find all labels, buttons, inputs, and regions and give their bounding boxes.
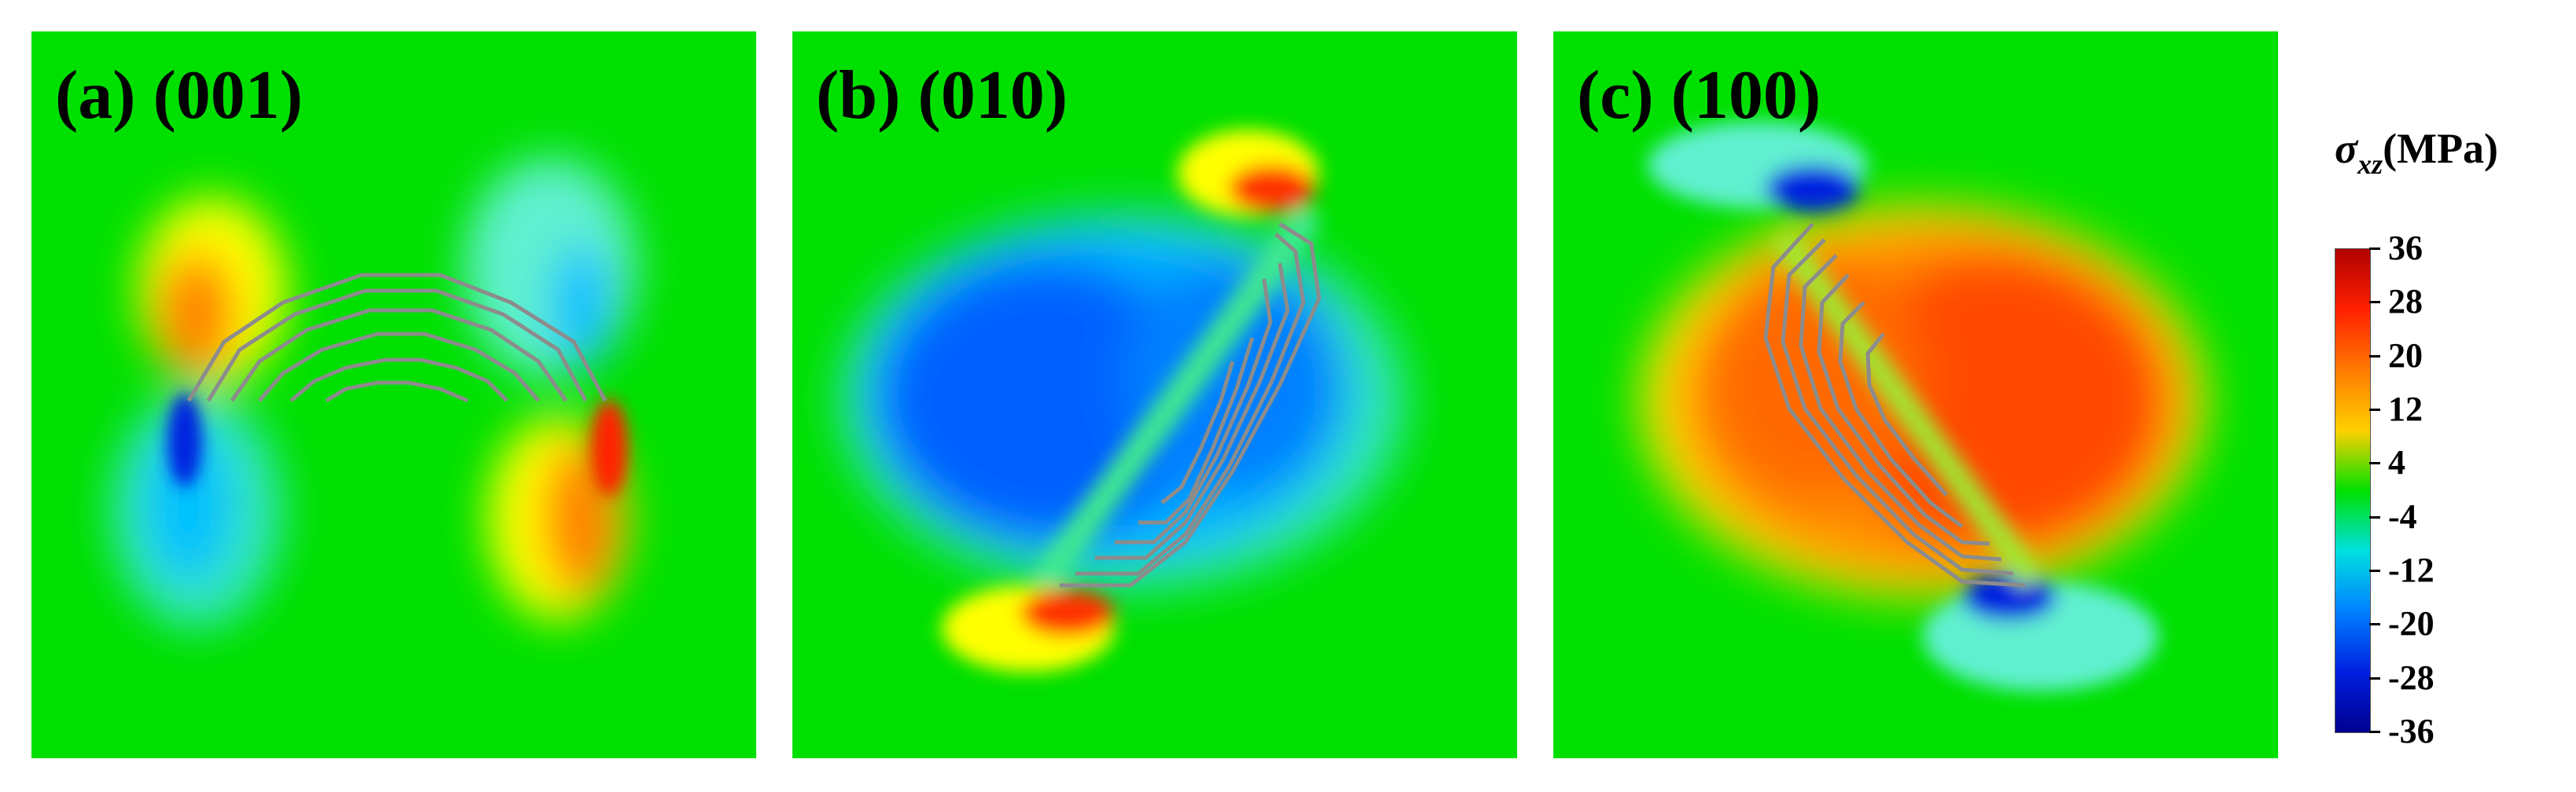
panel-label-a: (a) (001) [55, 57, 303, 134]
heatmap-b [792, 31, 1517, 758]
colorbar-tick-mark [2369, 248, 2380, 250]
colorbar-tick-label: -4 [2388, 497, 2417, 536]
colorbar-tick-mark [2369, 676, 2380, 680]
colorbar-tick-mark [2369, 409, 2380, 411]
colorbar-tick-label: -36 [2388, 712, 2435, 750]
colorbar-tick-label: 28 [2388, 282, 2423, 321]
colorbar-unit: (MPa) [2383, 125, 2499, 172]
colorbar-tick-label: -28 [2388, 658, 2435, 697]
loop-contours [1060, 222, 1321, 588]
loop-contours [1763, 222, 2026, 588]
lobe-main-positive [1836, 251, 2166, 550]
colorbar-tick-mark [2369, 354, 2380, 358]
heatmap-a [31, 31, 756, 758]
colorbar-subscript: xz [2357, 148, 2383, 180]
colorbar-tick-label: -20 [2388, 604, 2435, 644]
panel-a: (a) (001) [31, 31, 756, 758]
panel-label-b: (b) (010) [816, 57, 1068, 134]
panel-label-c: (c) (100) [1577, 57, 1821, 134]
colorbar: σxz(MPa) 36 28 20 12 4 -4 -12 -20 -28 -36 [2327, 118, 2570, 750]
colorbar-symbol: σ [2335, 125, 2358, 172]
colorbar-title: σxz(MPa) [2335, 127, 2498, 178]
colorbar-tick-mark [2369, 731, 2380, 733]
colorbar-tick-label: 20 [2388, 336, 2423, 375]
colorbar-tick-mark [2369, 462, 2380, 465]
colorbar-tick-label: 12 [2388, 390, 2423, 428]
colorbar-gradient [2335, 248, 2371, 733]
loop-contours [186, 273, 608, 403]
panel-b: (b) (010) [792, 31, 1517, 758]
colorbar-tick-mark [2369, 301, 2380, 304]
colorbar-tick-label: 4 [2388, 443, 2405, 482]
colorbar-tick-mark [2369, 623, 2380, 626]
colorbar-tick-label: -12 [2388, 551, 2435, 589]
colorbar-tick-mark [2369, 515, 2380, 519]
colorbar-tick-mark [2369, 570, 2380, 572]
colorbar-ticks: 36 28 20 12 4 -4 -12 -20 -28 -36 [2327, 118, 2570, 750]
colorbar-tick-label: 36 [2388, 229, 2423, 267]
background [31, 31, 756, 758]
heatmap-c [1553, 31, 2278, 758]
panel-c: (c) (100) [1553, 31, 2278, 758]
